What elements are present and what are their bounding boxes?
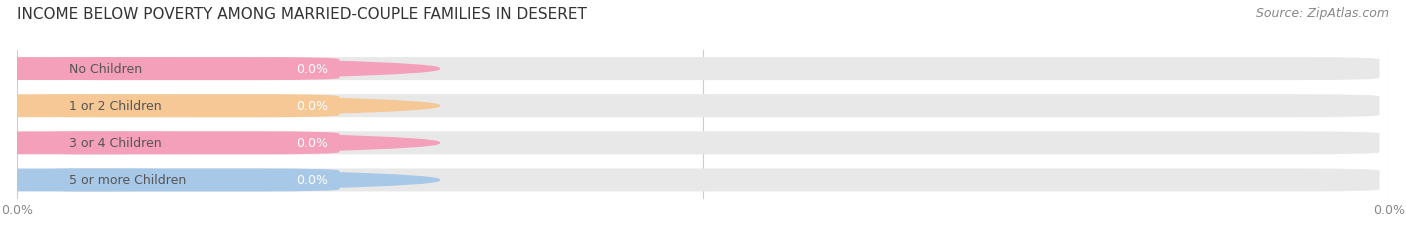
Text: 3 or 4 Children: 3 or 4 Children <box>69 137 162 150</box>
Circle shape <box>0 96 440 117</box>
Text: INCOME BELOW POVERTY AMONG MARRIED-COUPLE FAMILIES IN DESERET: INCOME BELOW POVERTY AMONG MARRIED-COUPL… <box>17 7 586 22</box>
Circle shape <box>0 133 440 154</box>
Text: 0.0%: 0.0% <box>297 63 329 76</box>
FancyBboxPatch shape <box>24 58 339 81</box>
Circle shape <box>0 59 440 80</box>
Text: 5 or more Children: 5 or more Children <box>69 174 186 187</box>
Text: Source: ZipAtlas.com: Source: ZipAtlas.com <box>1256 7 1389 20</box>
FancyBboxPatch shape <box>24 59 221 79</box>
FancyBboxPatch shape <box>24 169 339 192</box>
Text: 0.0%: 0.0% <box>297 174 329 187</box>
FancyBboxPatch shape <box>24 96 221 116</box>
Text: No Children: No Children <box>69 63 142 76</box>
FancyBboxPatch shape <box>24 132 1379 155</box>
FancyBboxPatch shape <box>24 132 339 155</box>
FancyBboxPatch shape <box>24 170 221 190</box>
FancyBboxPatch shape <box>24 95 339 118</box>
FancyBboxPatch shape <box>24 169 1379 192</box>
Text: 1 or 2 Children: 1 or 2 Children <box>69 100 162 113</box>
FancyBboxPatch shape <box>24 58 1379 81</box>
Text: 0.0%: 0.0% <box>297 100 329 113</box>
FancyBboxPatch shape <box>24 133 221 153</box>
Circle shape <box>0 170 440 191</box>
Text: 0.0%: 0.0% <box>297 137 329 150</box>
FancyBboxPatch shape <box>24 95 1379 118</box>
